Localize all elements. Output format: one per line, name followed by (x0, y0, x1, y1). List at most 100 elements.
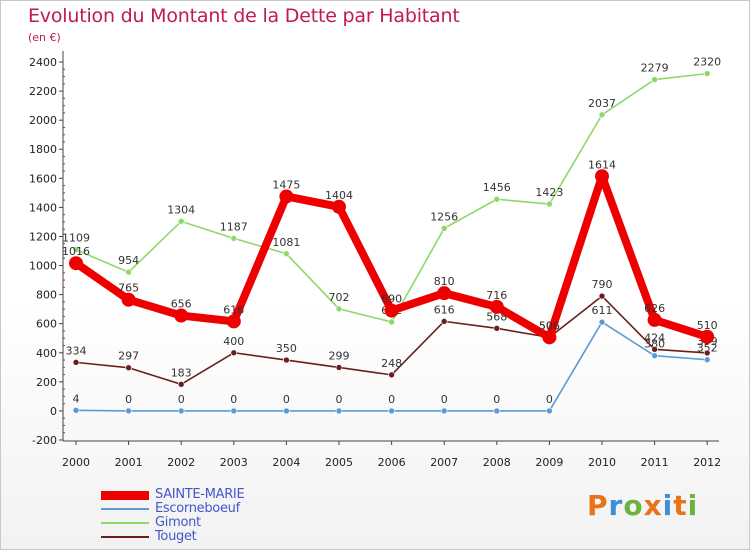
legend-swatch (101, 536, 149, 538)
y-tick-label: 1200 (29, 230, 57, 243)
data-point-gimont (230, 235, 238, 242)
data-point-sainte-marie (69, 256, 83, 271)
data-point-gimont (72, 246, 80, 253)
data-point-escorneboeuf (493, 407, 501, 415)
data-point-touget (230, 349, 238, 357)
data-label-touget: 350 (276, 342, 297, 355)
y-tick-label: -200 (32, 434, 57, 447)
data-point-touget (493, 325, 501, 332)
data-point-touget (72, 359, 80, 366)
data-label-touget: 400 (223, 335, 244, 348)
data-label-gimont: 2320 (693, 56, 721, 69)
data-point-gimont (651, 76, 658, 83)
x-tick-label: 2001 (115, 456, 143, 469)
y-tick-label: 0 (50, 405, 57, 418)
data-point-escorneboeuf (651, 352, 658, 359)
logo-letter: r (608, 489, 624, 522)
data-label-touget: 790 (592, 278, 613, 291)
legend-label: Escorneboeuf (155, 501, 240, 516)
data-point-gimont (703, 70, 711, 77)
data-point-gimont (335, 305, 343, 313)
legend-label: Touget (155, 529, 197, 544)
data-label-gimont: 1187 (220, 220, 248, 233)
data-point-sainte-marie (332, 199, 346, 214)
data-point-touget (177, 381, 185, 388)
data-point-escorneboeuf (283, 407, 290, 415)
data-label-gimont: 1081 (272, 236, 300, 249)
x-tick-label: 2008 (483, 456, 511, 469)
data-label-gimont: 1109 (62, 232, 90, 245)
data-label-gimont: 1304 (167, 203, 195, 216)
logo-letter: i (662, 489, 674, 522)
data-label-escorneboeuf: 0 (230, 393, 237, 406)
data-label-gimont: 2037 (588, 97, 616, 110)
data-point-touget (703, 349, 711, 357)
data-point-gimont (440, 225, 448, 232)
x-tick-label: 2006 (378, 456, 406, 469)
y-tick-label: 800 (36, 289, 57, 302)
data-label-sainte-marie: 810 (434, 275, 455, 288)
data-label-sainte-marie: 690 (381, 293, 402, 306)
data-label-sainte-marie: 1404 (325, 189, 353, 202)
x-tick-label: 2003 (220, 456, 248, 469)
data-point-sainte-marie (647, 312, 662, 327)
data-point-escorneboeuf (703, 356, 711, 364)
data-label-escorneboeuf: 0 (125, 393, 132, 406)
data-label-touget: 297 (118, 350, 139, 363)
data-label-sainte-marie: 1475 (272, 178, 300, 191)
data-point-gimont (493, 195, 501, 203)
data-point-escorneboeuf (546, 407, 553, 415)
data-label-touget: 616 (434, 303, 455, 316)
data-label-escorneboeuf: 0 (336, 393, 343, 406)
y-tick-label: 2400 (29, 56, 57, 69)
data-point-touget (598, 292, 606, 300)
y-tick-label: 600 (36, 318, 57, 331)
logo-letter: t (673, 489, 688, 522)
data-point-escorneboeuf (230, 407, 238, 415)
data-label-escorneboeuf: 0 (388, 393, 395, 406)
data-point-sainte-marie (700, 329, 715, 344)
data-point-sainte-marie (121, 292, 136, 307)
data-label-gimont: 1456 (483, 181, 511, 194)
data-label-escorneboeuf: 380 (644, 338, 665, 351)
y-tick-label: 2000 (29, 114, 57, 127)
logo-letter: P (587, 489, 609, 522)
x-tick-label: 2012 (693, 456, 721, 469)
data-point-touget (283, 356, 290, 364)
data-label-sainte-marie: 716 (486, 289, 507, 302)
data-label-sainte-marie: 1614 (588, 158, 616, 171)
chart-subtitle: (en €) (28, 31, 61, 44)
x-tick-label: 2004 (272, 456, 300, 469)
y-tick-label: 200 (36, 376, 57, 389)
data-label-touget: 183 (171, 366, 192, 379)
y-tick-label: 1000 (29, 260, 57, 273)
data-point-gimont (177, 218, 185, 225)
data-label-touget: 248 (381, 357, 402, 370)
data-point-gimont (598, 111, 606, 119)
data-point-touget (335, 364, 343, 371)
logo-letter: i (687, 489, 699, 522)
data-label-escorneboeuf: 0 (546, 393, 553, 406)
data-label-gimont: 2279 (641, 62, 669, 75)
data-point-touget (125, 364, 132, 372)
proxiti-logo: Proxiti (587, 489, 698, 522)
data-label-touget: 424 (644, 331, 665, 344)
x-tick-label: 2007 (430, 456, 458, 469)
data-point-gimont (546, 200, 553, 208)
x-tick-label: 2011 (641, 456, 669, 469)
legend-label: SAINTE-MARIE (155, 487, 245, 502)
data-point-touget (440, 318, 448, 325)
data-point-gimont (388, 318, 395, 326)
data-point-sainte-marie (279, 189, 294, 204)
data-label-gimont: 1256 (430, 210, 458, 223)
y-tick-label: 2200 (29, 85, 57, 98)
data-point-sainte-marie (384, 303, 399, 318)
data-label-sainte-marie: 656 (171, 298, 192, 311)
data-point-escorneboeuf (177, 407, 185, 415)
data-point-gimont (125, 268, 132, 276)
data-label-touget: 334 (66, 344, 87, 357)
data-label-escorneboeuf: 0 (493, 393, 500, 406)
data-point-touget (651, 345, 658, 353)
